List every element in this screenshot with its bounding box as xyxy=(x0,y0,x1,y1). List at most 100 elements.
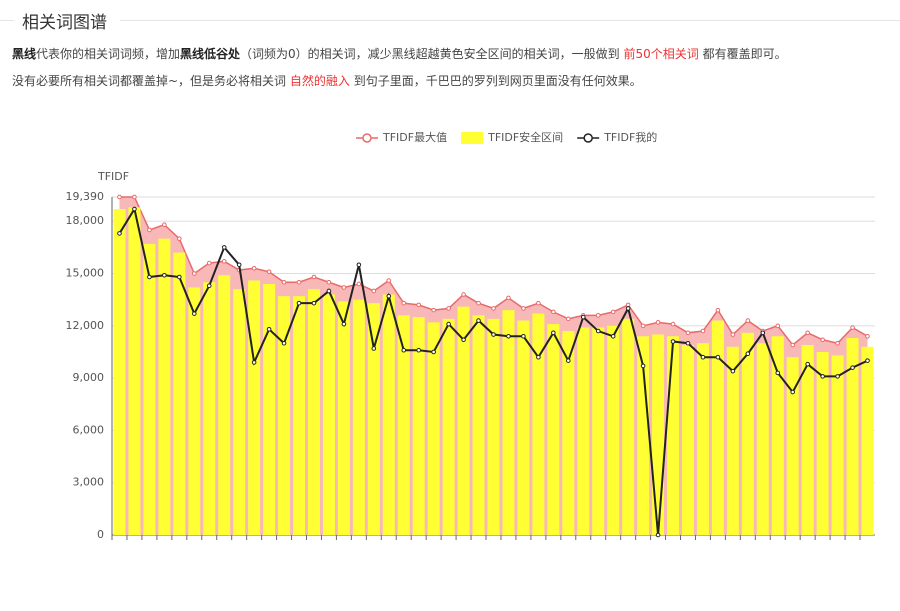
point xyxy=(296,300,302,306)
point xyxy=(416,302,421,308)
description-text: 前50个相关词 xyxy=(623,47,699,61)
point xyxy=(386,278,392,283)
description-text: 黑线 xyxy=(12,47,37,61)
legend-swatch xyxy=(362,133,372,143)
bar xyxy=(607,325,620,535)
bar xyxy=(367,303,380,535)
bar xyxy=(203,282,216,535)
point xyxy=(206,260,212,266)
description-text: 没有必要所有相关词都覆盖掉~，但是务必将相关词 xyxy=(12,74,290,88)
bar xyxy=(502,310,515,535)
y-tick-label: 9,000 xyxy=(73,371,105,384)
bar xyxy=(188,287,201,535)
description-line: 黑线代表你的相关词词频，增加黑线低谷处（词频为0）的相关词，减少黑线超越黄色安全… xyxy=(12,45,787,62)
point xyxy=(371,346,377,351)
bar xyxy=(681,344,694,535)
point xyxy=(162,222,167,228)
point xyxy=(745,351,751,357)
point xyxy=(670,321,676,327)
bar xyxy=(637,336,650,535)
bar xyxy=(337,301,350,535)
point xyxy=(730,332,736,337)
legend-label: TFIDF我的 xyxy=(603,130,657,144)
bar xyxy=(831,355,844,535)
bar xyxy=(173,252,186,536)
bar xyxy=(577,327,590,535)
point xyxy=(595,328,601,334)
point xyxy=(536,354,541,360)
bar xyxy=(248,280,261,535)
point xyxy=(117,194,122,200)
point xyxy=(177,274,182,280)
point xyxy=(356,262,362,268)
legend-label: TFIDF安全区间 xyxy=(487,130,563,144)
y-tick-label: 19,390 xyxy=(66,190,105,203)
y-tick-label: 0 xyxy=(97,528,104,541)
bar xyxy=(352,299,365,535)
description-text: 黑线低谷处 xyxy=(180,47,241,61)
point xyxy=(730,368,736,374)
bar xyxy=(278,296,291,535)
bar xyxy=(771,336,784,535)
bar xyxy=(846,338,859,535)
point xyxy=(401,300,407,306)
bar xyxy=(547,324,560,535)
point xyxy=(835,340,840,346)
bar xyxy=(143,243,156,535)
y-tick-label: 12,000 xyxy=(66,319,105,332)
bar xyxy=(233,289,246,535)
y-tick-label: 15,000 xyxy=(66,267,105,280)
bar xyxy=(592,327,605,535)
point xyxy=(820,374,825,379)
bar xyxy=(293,296,306,535)
point xyxy=(521,333,526,339)
description-text: 代表你的相关词词频，增加 xyxy=(36,47,181,61)
bar xyxy=(472,315,485,535)
point xyxy=(431,307,436,313)
point xyxy=(206,283,212,289)
point xyxy=(566,358,571,363)
point xyxy=(147,274,152,280)
point xyxy=(341,321,347,327)
point xyxy=(461,337,466,343)
point xyxy=(147,227,152,233)
description-text: （词频为0）的相关词，减少黑线超越黄色安全区间的相关词，一般做到 xyxy=(240,47,624,61)
point xyxy=(356,281,362,287)
point xyxy=(655,532,661,538)
bar xyxy=(532,313,545,535)
point xyxy=(177,236,182,241)
point xyxy=(790,389,796,395)
bar xyxy=(128,207,141,536)
point xyxy=(700,328,706,334)
point xyxy=(132,206,137,212)
point xyxy=(700,354,706,360)
point xyxy=(775,370,781,376)
point xyxy=(850,325,855,330)
point xyxy=(685,330,691,336)
y-tick-label: 3,000 xyxy=(73,476,105,489)
point xyxy=(446,306,451,311)
y-tick-label: 18,000 xyxy=(66,214,105,227)
bar xyxy=(711,320,724,535)
bar xyxy=(562,331,575,535)
description-text: 自然的融入 xyxy=(289,74,350,88)
bar xyxy=(113,209,126,536)
point xyxy=(865,358,870,363)
point xyxy=(775,323,781,329)
point xyxy=(850,365,855,370)
point xyxy=(640,323,646,329)
bar xyxy=(517,320,530,535)
point xyxy=(431,349,436,355)
point xyxy=(401,347,407,353)
bar xyxy=(218,275,231,535)
point xyxy=(266,269,272,275)
point xyxy=(835,374,840,379)
point xyxy=(640,363,646,369)
description-line: 没有必要所有相关词都覆盖掉~，但是务必将相关词 自然的融入 到句子里面，千巴巴的… xyxy=(12,72,642,89)
y-axis-label: TFIDF xyxy=(97,170,129,183)
point xyxy=(865,333,870,339)
bar xyxy=(487,318,500,535)
point xyxy=(221,245,227,250)
point xyxy=(551,309,556,315)
y-tick-label: 6,000 xyxy=(73,423,105,436)
